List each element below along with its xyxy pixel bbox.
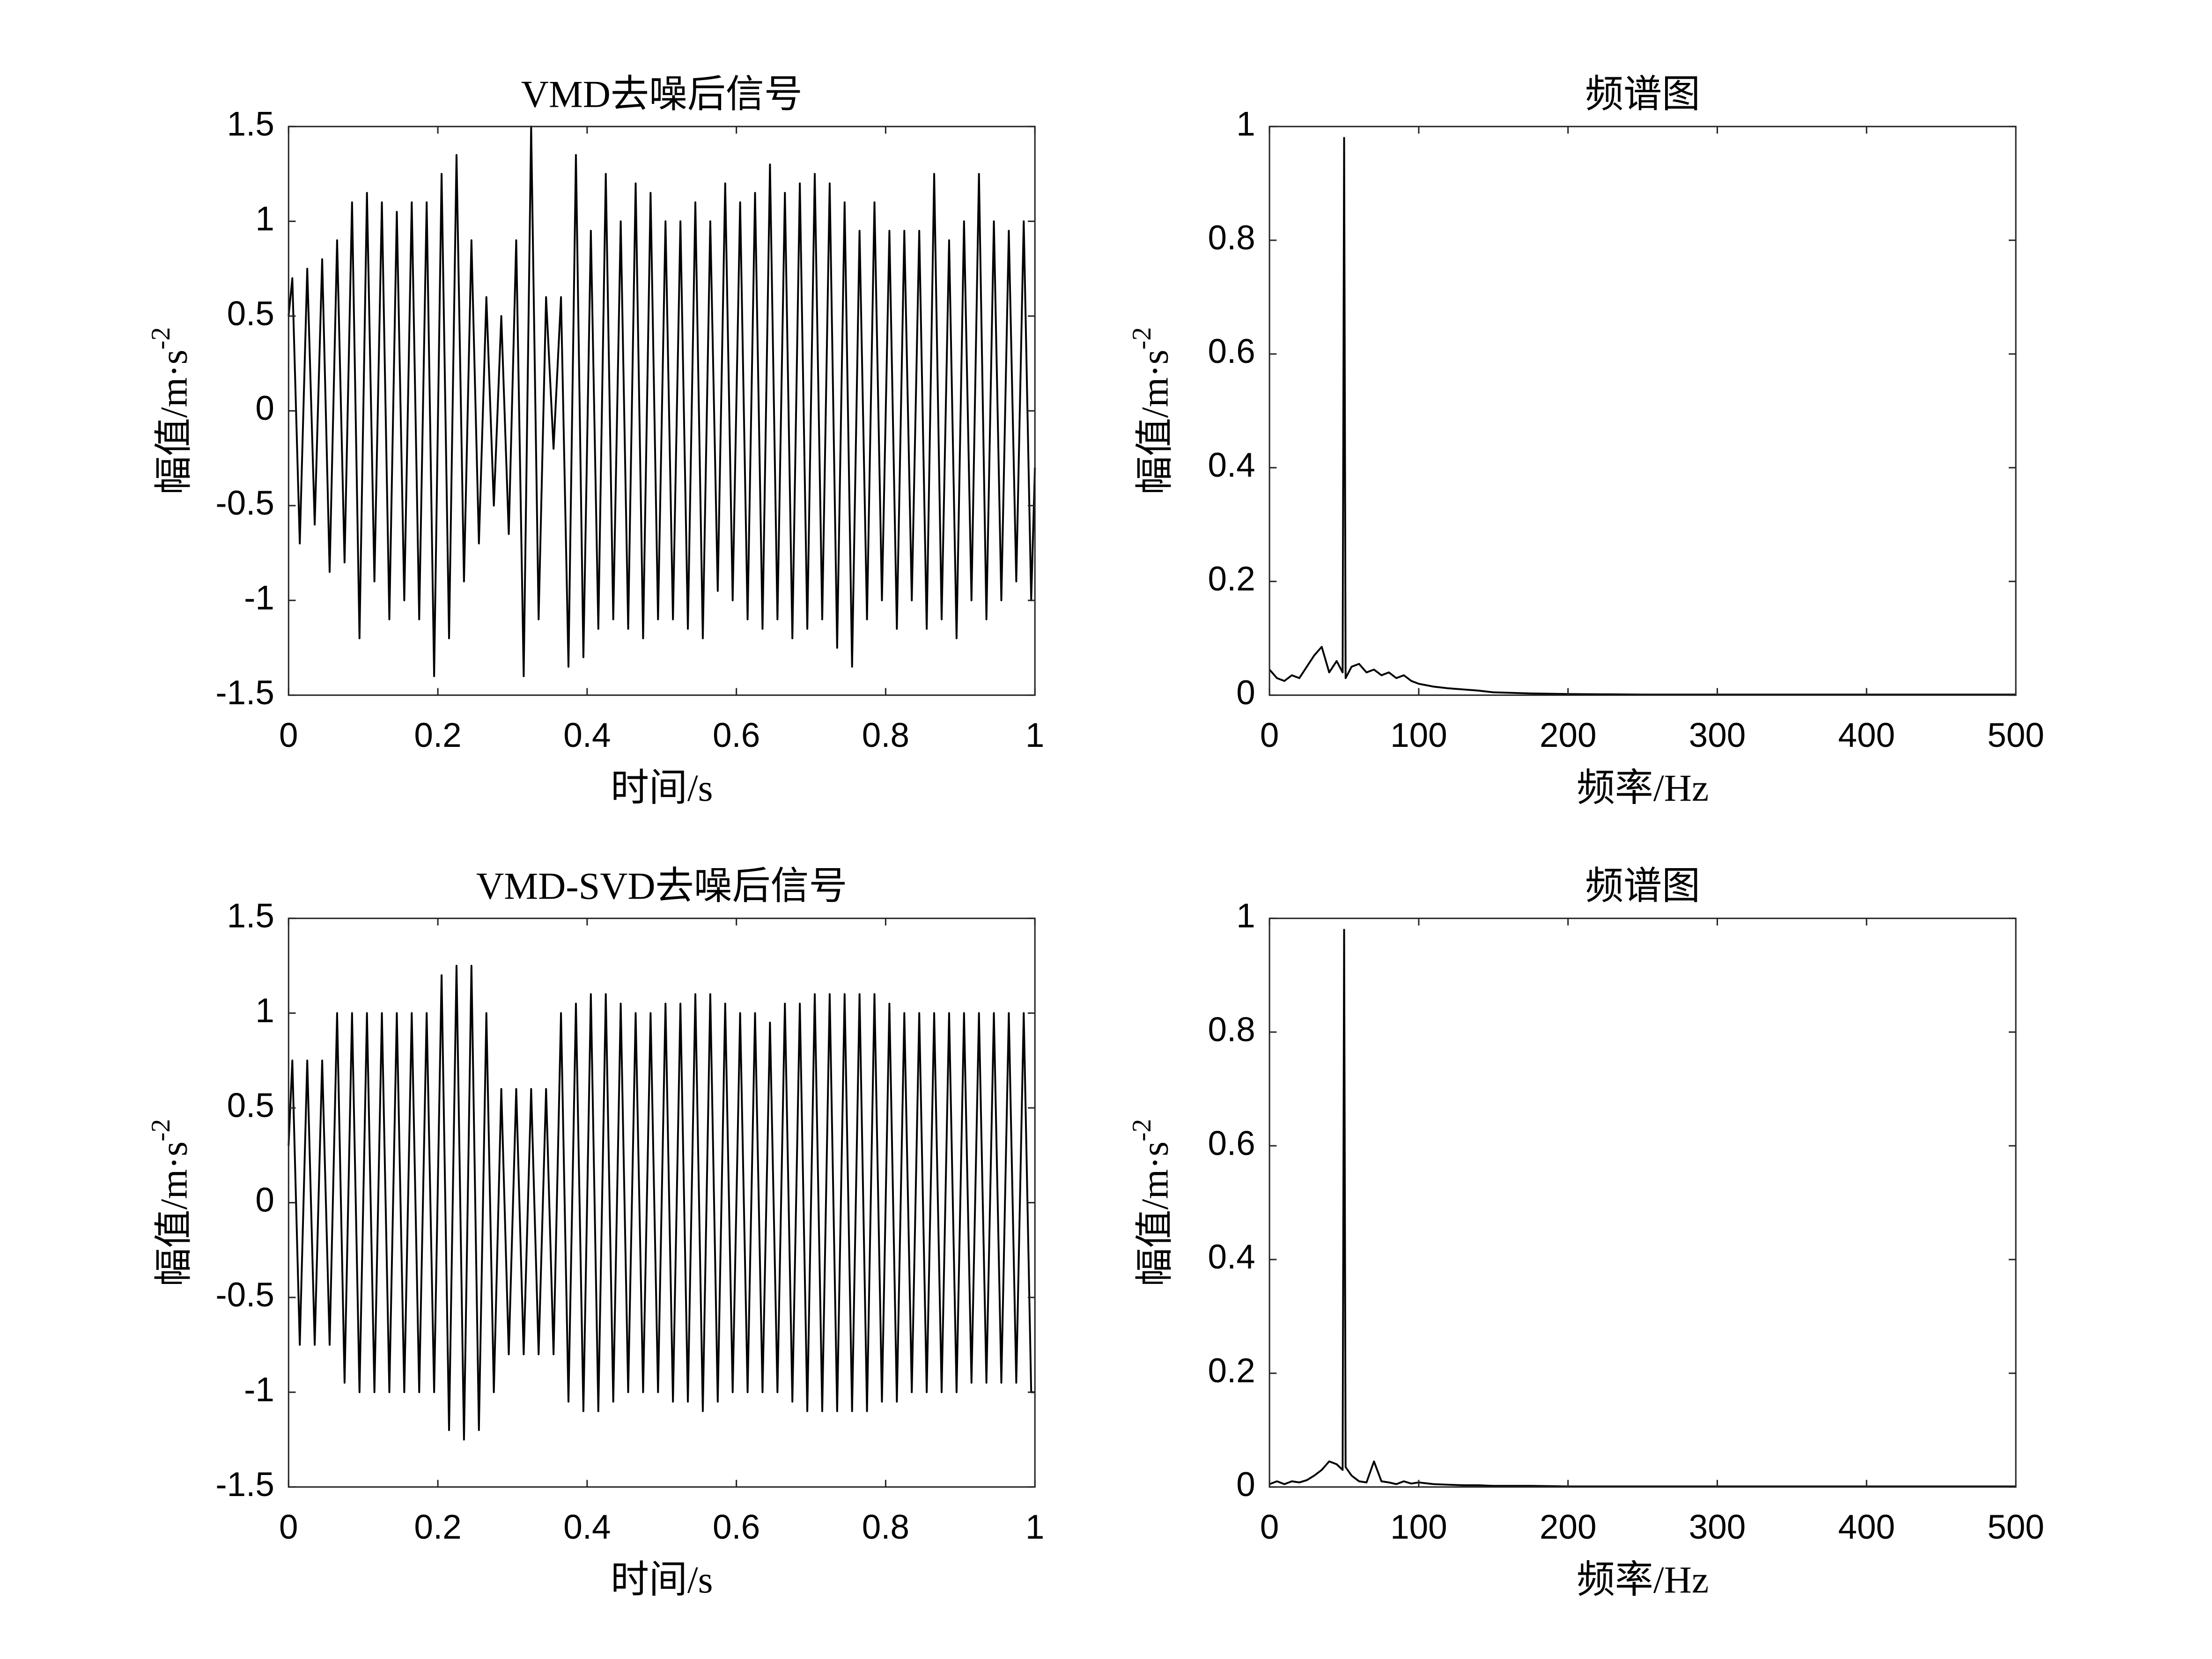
x-tick-label: 1 [1025,1508,1045,1546]
y-axis-label-text: 幅值/m·s [152,1142,195,1287]
series-line [1268,137,2016,696]
x-tick-label: 200 [1540,1508,1597,1546]
x-tick-label: 0 [1260,1508,1279,1546]
x-tick-label: 1 [1025,716,1045,754]
y-axis-label-text: 幅值/m·s [152,350,195,495]
chart-title: VMD-SVD去噪后信号 [476,864,847,907]
x-tick-label: 0.2 [414,716,461,754]
y-tick-label: -1.5 [215,674,274,712]
x-tick-label: 0.4 [563,716,611,754]
x-tick-label: 0.6 [713,1508,760,1546]
x-tick-label: 300 [1689,716,1746,754]
y-tick-label: 0.2 [1208,560,1255,598]
y-tick-label: 0.5 [227,1086,274,1124]
axes-box [1268,917,2017,1488]
chart-title: 频谱图 [1585,73,1700,115]
x-axis-label: 时间/s [611,767,713,809]
x-axis-label: 频率/Hz [1577,1558,1709,1601]
y-tick-label: 0.6 [1208,332,1255,370]
y-tick-label: 1.5 [227,105,274,143]
y-tick-label: 1.5 [227,897,274,935]
y-tick-label: 0.2 [1208,1352,1255,1390]
y-axis-label: 幅值/m·s-2 [146,1119,195,1287]
x-tick-label: 500 [1987,716,2044,754]
x-tick-label: 0 [1260,716,1279,754]
chart-title: 频谱图 [1585,864,1700,907]
axes-box [1268,125,2017,696]
y-tick-label: 1 [1236,105,1255,143]
x-tick-label: 0.6 [713,716,760,754]
y-tick-label: -1 [244,579,274,617]
y-axis-label-text: 幅值/m·s [1133,350,1176,495]
x-tick-label: 300 [1689,1508,1746,1546]
y-tick-label: -0.5 [215,484,274,522]
x-tick-label: 0 [279,1508,298,1546]
x-tick-label: 200 [1540,716,1597,754]
y-tick-label: 0 [1236,674,1255,712]
y-tick-label: 0.5 [227,295,274,332]
y-axis-label: 幅值/m·s-2 [1127,1119,1176,1287]
y-axis-label-exponent: -2 [146,327,176,350]
y-tick-label: 1 [255,200,274,238]
x-tick-label: 400 [1838,716,1895,754]
y-tick-label: 0.4 [1208,1238,1255,1276]
y-axis-label-exponent: -2 [1127,1119,1157,1142]
y-tick-label: 1 [255,992,274,1030]
x-tick-label: 500 [1987,1508,2044,1546]
series-line [288,965,1035,1441]
y-axis-label-exponent: -2 [146,1119,176,1142]
y-tick-label: 0 [255,390,274,428]
x-tick-label: 0.8 [862,1508,909,1546]
y-tick-label: 0.8 [1208,219,1255,257]
y-axis-label: 幅值/m·s-2 [1127,327,1176,495]
y-tick-label: 0 [255,1181,274,1219]
y-tick-label: 0.6 [1208,1124,1255,1162]
x-tick-label: 0.2 [414,1508,461,1546]
x-tick-label: 100 [1390,1508,1447,1546]
x-tick-label: 100 [1390,716,1447,754]
y-tick-label: 0.4 [1208,446,1255,484]
y-tick-label: -1.5 [215,1466,274,1504]
y-tick-label: 1 [1236,897,1255,935]
y-axis-label-text: 幅值/m·s [1133,1142,1176,1287]
y-axis-label: 幅值/m·s-2 [146,327,195,495]
x-axis-label: 频率/Hz [1577,767,1709,809]
series-line [1269,929,2016,1488]
x-tick-label: 0 [279,716,298,754]
y-tick-label: -0.5 [215,1276,274,1314]
y-tick-label: 0.8 [1208,1010,1255,1048]
x-tick-label: 0.8 [862,716,909,754]
series-line [288,125,1036,678]
y-tick-label: -1 [244,1371,274,1408]
chart-title: VMD去噪后信号 [521,73,803,115]
x-tick-label: 400 [1838,1508,1895,1546]
y-tick-label: 0 [1236,1466,1255,1504]
x-tick-label: 0.4 [563,1508,611,1546]
y-axis-label-exponent: -2 [1127,327,1157,350]
x-axis-label: 时间/s [611,1558,713,1601]
